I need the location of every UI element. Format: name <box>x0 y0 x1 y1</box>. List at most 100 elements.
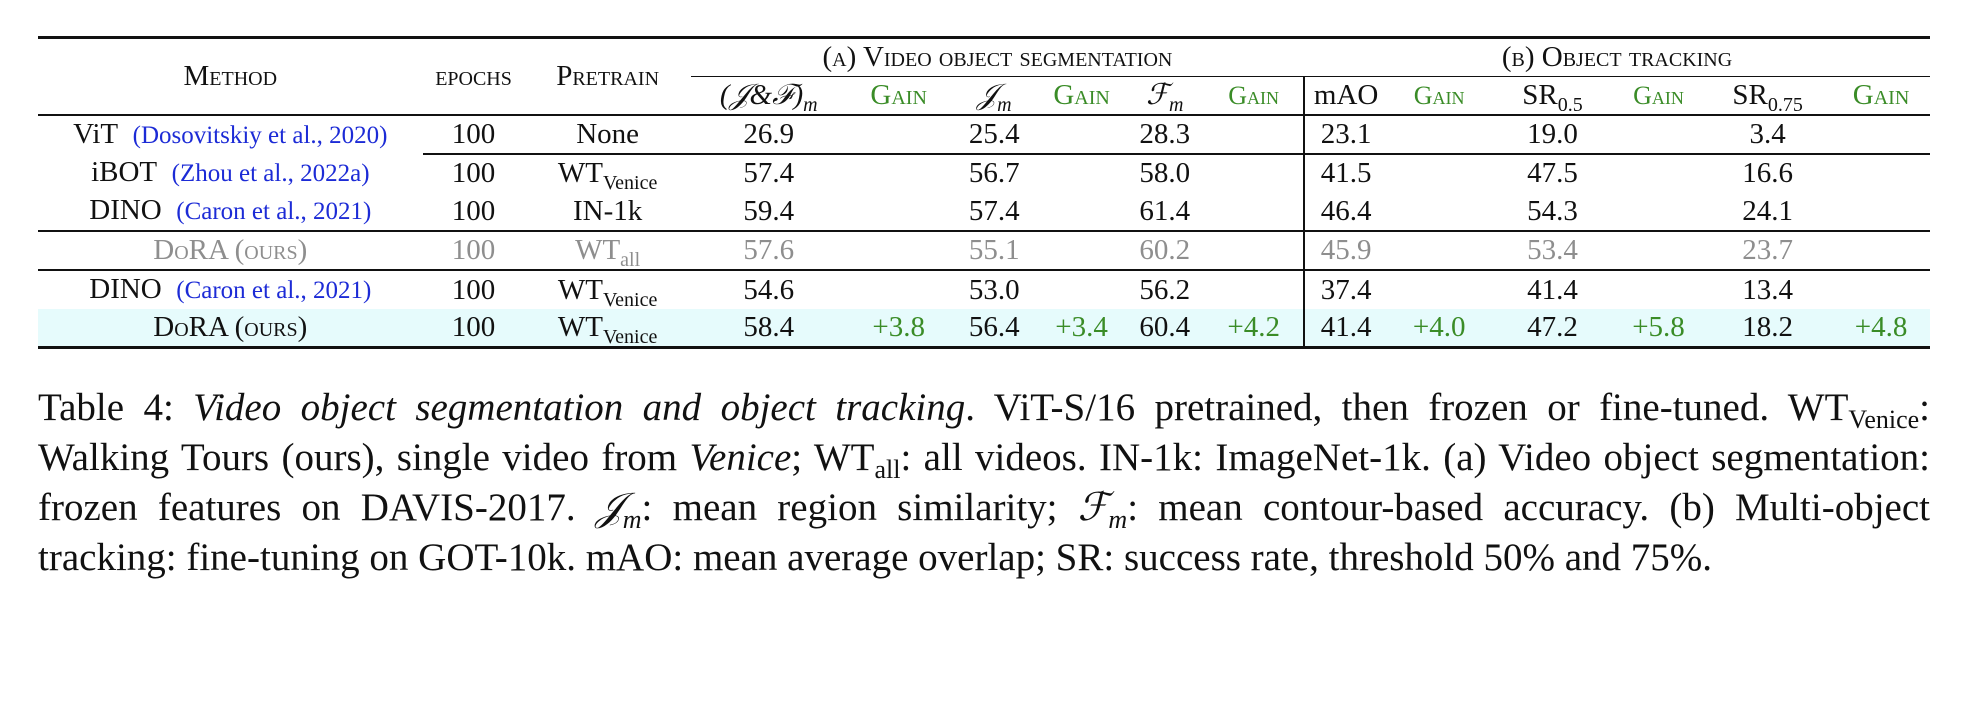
pretrain-cell: WTVenice <box>524 153 691 193</box>
mao-gain-cell <box>1387 192 1491 231</box>
mao-cell: 41.5 <box>1303 153 1388 192</box>
mao-cell: 45.9 <box>1303 231 1388 270</box>
group-vos: (a) Video object segmentation <box>690 37 1305 77</box>
sr75-gain-cell <box>1832 115 1930 154</box>
jf-cell: 58.4 <box>690 309 847 348</box>
sr75-cell: 16.6 <box>1703 153 1833 192</box>
col-j: 𝒥m <box>977 79 1012 116</box>
pretrain-cell: WTall <box>575 234 641 271</box>
jf-gain-cell <box>847 231 951 270</box>
table-row: DoRA (ours) 100 WTall 57.6 55.1 60.2 45.… <box>38 231 1930 270</box>
sr50-cell: 41.4 <box>1527 273 1578 306</box>
col-mao: mAO <box>1303 76 1388 115</box>
sr75-gain-cell: +4.8 <box>1832 309 1930 348</box>
j-cell: 56.4 <box>950 309 1038 348</box>
mao-cell: 37.4 <box>1303 270 1388 309</box>
jf-cell: 59.4 <box>743 194 795 227</box>
f-cell: 60.4 <box>1125 309 1205 348</box>
header-row-1: Method epochs Pretrain (a) Video object … <box>38 37 1930 92</box>
epochs-cell: 100 <box>451 234 496 266</box>
j-cell: 56.7 <box>950 153 1038 192</box>
f-gain-cell <box>1204 270 1304 309</box>
mao-gain-cell: +4.0 <box>1387 309 1492 348</box>
f-gain-cell <box>1204 115 1304 154</box>
sr50-gain-cell <box>1614 115 1703 154</box>
table-caption: Table 4: Video object segmentation and o… <box>38 386 1931 579</box>
col-sr50-gain: Gain <box>1633 81 1684 110</box>
j-gain-cell <box>1037 153 1126 192</box>
j-gain-cell <box>1038 270 1125 309</box>
method-cell: DoRA (ours) <box>153 234 308 266</box>
group-tracking: (b) Object tracking <box>1304 37 1930 77</box>
j-cell: 25.4 <box>968 118 1020 150</box>
mao-gain-cell <box>1387 270 1491 309</box>
sr50-cell: 47.2 <box>1491 309 1614 348</box>
epochs-cell: 100 <box>422 153 525 192</box>
j-gain-cell <box>1038 231 1125 270</box>
jf-cell: 57.4 <box>690 153 847 192</box>
table-row: DINO (Caron et al., 2021) 100 IN-1k 59.4… <box>38 192 1930 231</box>
table-row: ViT (Dosovitskiy et al., 2020) 100 None … <box>38 115 1930 154</box>
pretrain-cell: WTVenice <box>557 273 658 311</box>
caption-label: Table 4: <box>38 386 174 429</box>
sr75-gain-cell <box>1832 270 1930 309</box>
jf-cell: 57.6 <box>743 234 795 266</box>
pretrain-cell: WTVenice <box>524 309 691 348</box>
sr50-gain-cell: +5.8 <box>1613 309 1704 348</box>
j-gain-cell: +3.4 <box>1037 309 1126 348</box>
f-cell: 58.0 <box>1125 153 1205 192</box>
sr50-gain-cell <box>1613 153 1704 192</box>
j-cell: 57.4 <box>968 194 1020 227</box>
f-gain-cell <box>1204 153 1305 192</box>
j-gain-cell <box>1038 115 1125 154</box>
sr50-gain-cell <box>1614 192 1703 231</box>
sr50-cell: 47.5 <box>1491 153 1614 192</box>
f-cell: 28.3 <box>1139 118 1191 150</box>
col-f: ℱm <box>1146 79 1184 116</box>
sr75-cell: 3.4 <box>1749 118 1786 150</box>
jf-gain-cell: +3.8 <box>846 309 951 348</box>
col-pretrain: Pretrain <box>556 60 660 92</box>
jf-gain-cell <box>847 270 951 309</box>
sr75-gain-cell <box>1832 192 1930 231</box>
mao-gain-cell <box>1387 115 1491 154</box>
table-row: iBOT (Zhou et al., 2022a) 100 WTVenice 5… <box>38 153 1930 193</box>
f-gain-cell <box>1204 192 1304 231</box>
f-cell: 56.2 <box>1139 273 1191 306</box>
pretrain-cell: IN-1k <box>572 194 643 227</box>
col-jf-gain: Gain <box>870 79 927 111</box>
col-mao-gain: Gain <box>1413 81 1465 110</box>
results-table: Method epochs Pretrain (a) Video object … <box>38 36 1930 349</box>
sr50-cell: 54.3 <box>1527 194 1578 227</box>
method-cell: DINO (Caron et al., 2021) <box>89 194 372 226</box>
f-gain-cell: +4.2 <box>1204 309 1305 348</box>
header-row-2: (𝒥&ℱ)m Gain 𝒥m Gain ℱm Gain mAO Gain SR0… <box>38 76 1930 116</box>
j-cell: 55.1 <box>968 234 1020 266</box>
sr50-cell: 19.0 <box>1527 118 1578 150</box>
mao-gain-cell <box>1387 231 1491 270</box>
jf-gain-cell <box>847 115 951 154</box>
epochs-cell: 100 <box>422 309 525 348</box>
col-method: Method <box>183 60 278 92</box>
col-j-gain: Gain <box>1053 79 1110 111</box>
method-cell: DoRA (ours) <box>38 309 423 348</box>
method-cell: iBOT (Zhou et al., 2022a) <box>91 156 370 188</box>
sr75-cell: 13.4 <box>1742 273 1793 306</box>
j-cell: 53.0 <box>968 273 1020 306</box>
sr75-gain-cell <box>1832 153 1930 192</box>
sr75-cell: 18.2 <box>1703 309 1833 348</box>
jf-gain-cell <box>847 192 951 231</box>
mao-cell: 41.4 <box>1303 309 1388 348</box>
method-cell: ViT (Dosovitskiy et al., 2020) <box>73 118 388 150</box>
table-row-highlighted: DoRA (ours) 100 WTVenice 58.4 +3.8 56.4 … <box>38 309 1930 348</box>
sr50-cell: 53.4 <box>1527 234 1578 266</box>
method-cell: DINO (Caron et al., 2021) <box>89 273 372 305</box>
sr50-gain-cell <box>1614 231 1703 270</box>
sr75-cell: 24.1 <box>1742 194 1793 227</box>
caption-title: Video object segmentation and object tra… <box>193 386 966 429</box>
pretrain-cell: None <box>576 118 640 150</box>
f-cell: 61.4 <box>1139 194 1191 227</box>
mao-gain-cell <box>1387 153 1492 192</box>
j-gain-cell <box>1038 192 1125 231</box>
epochs-cell: 100 <box>451 194 496 227</box>
